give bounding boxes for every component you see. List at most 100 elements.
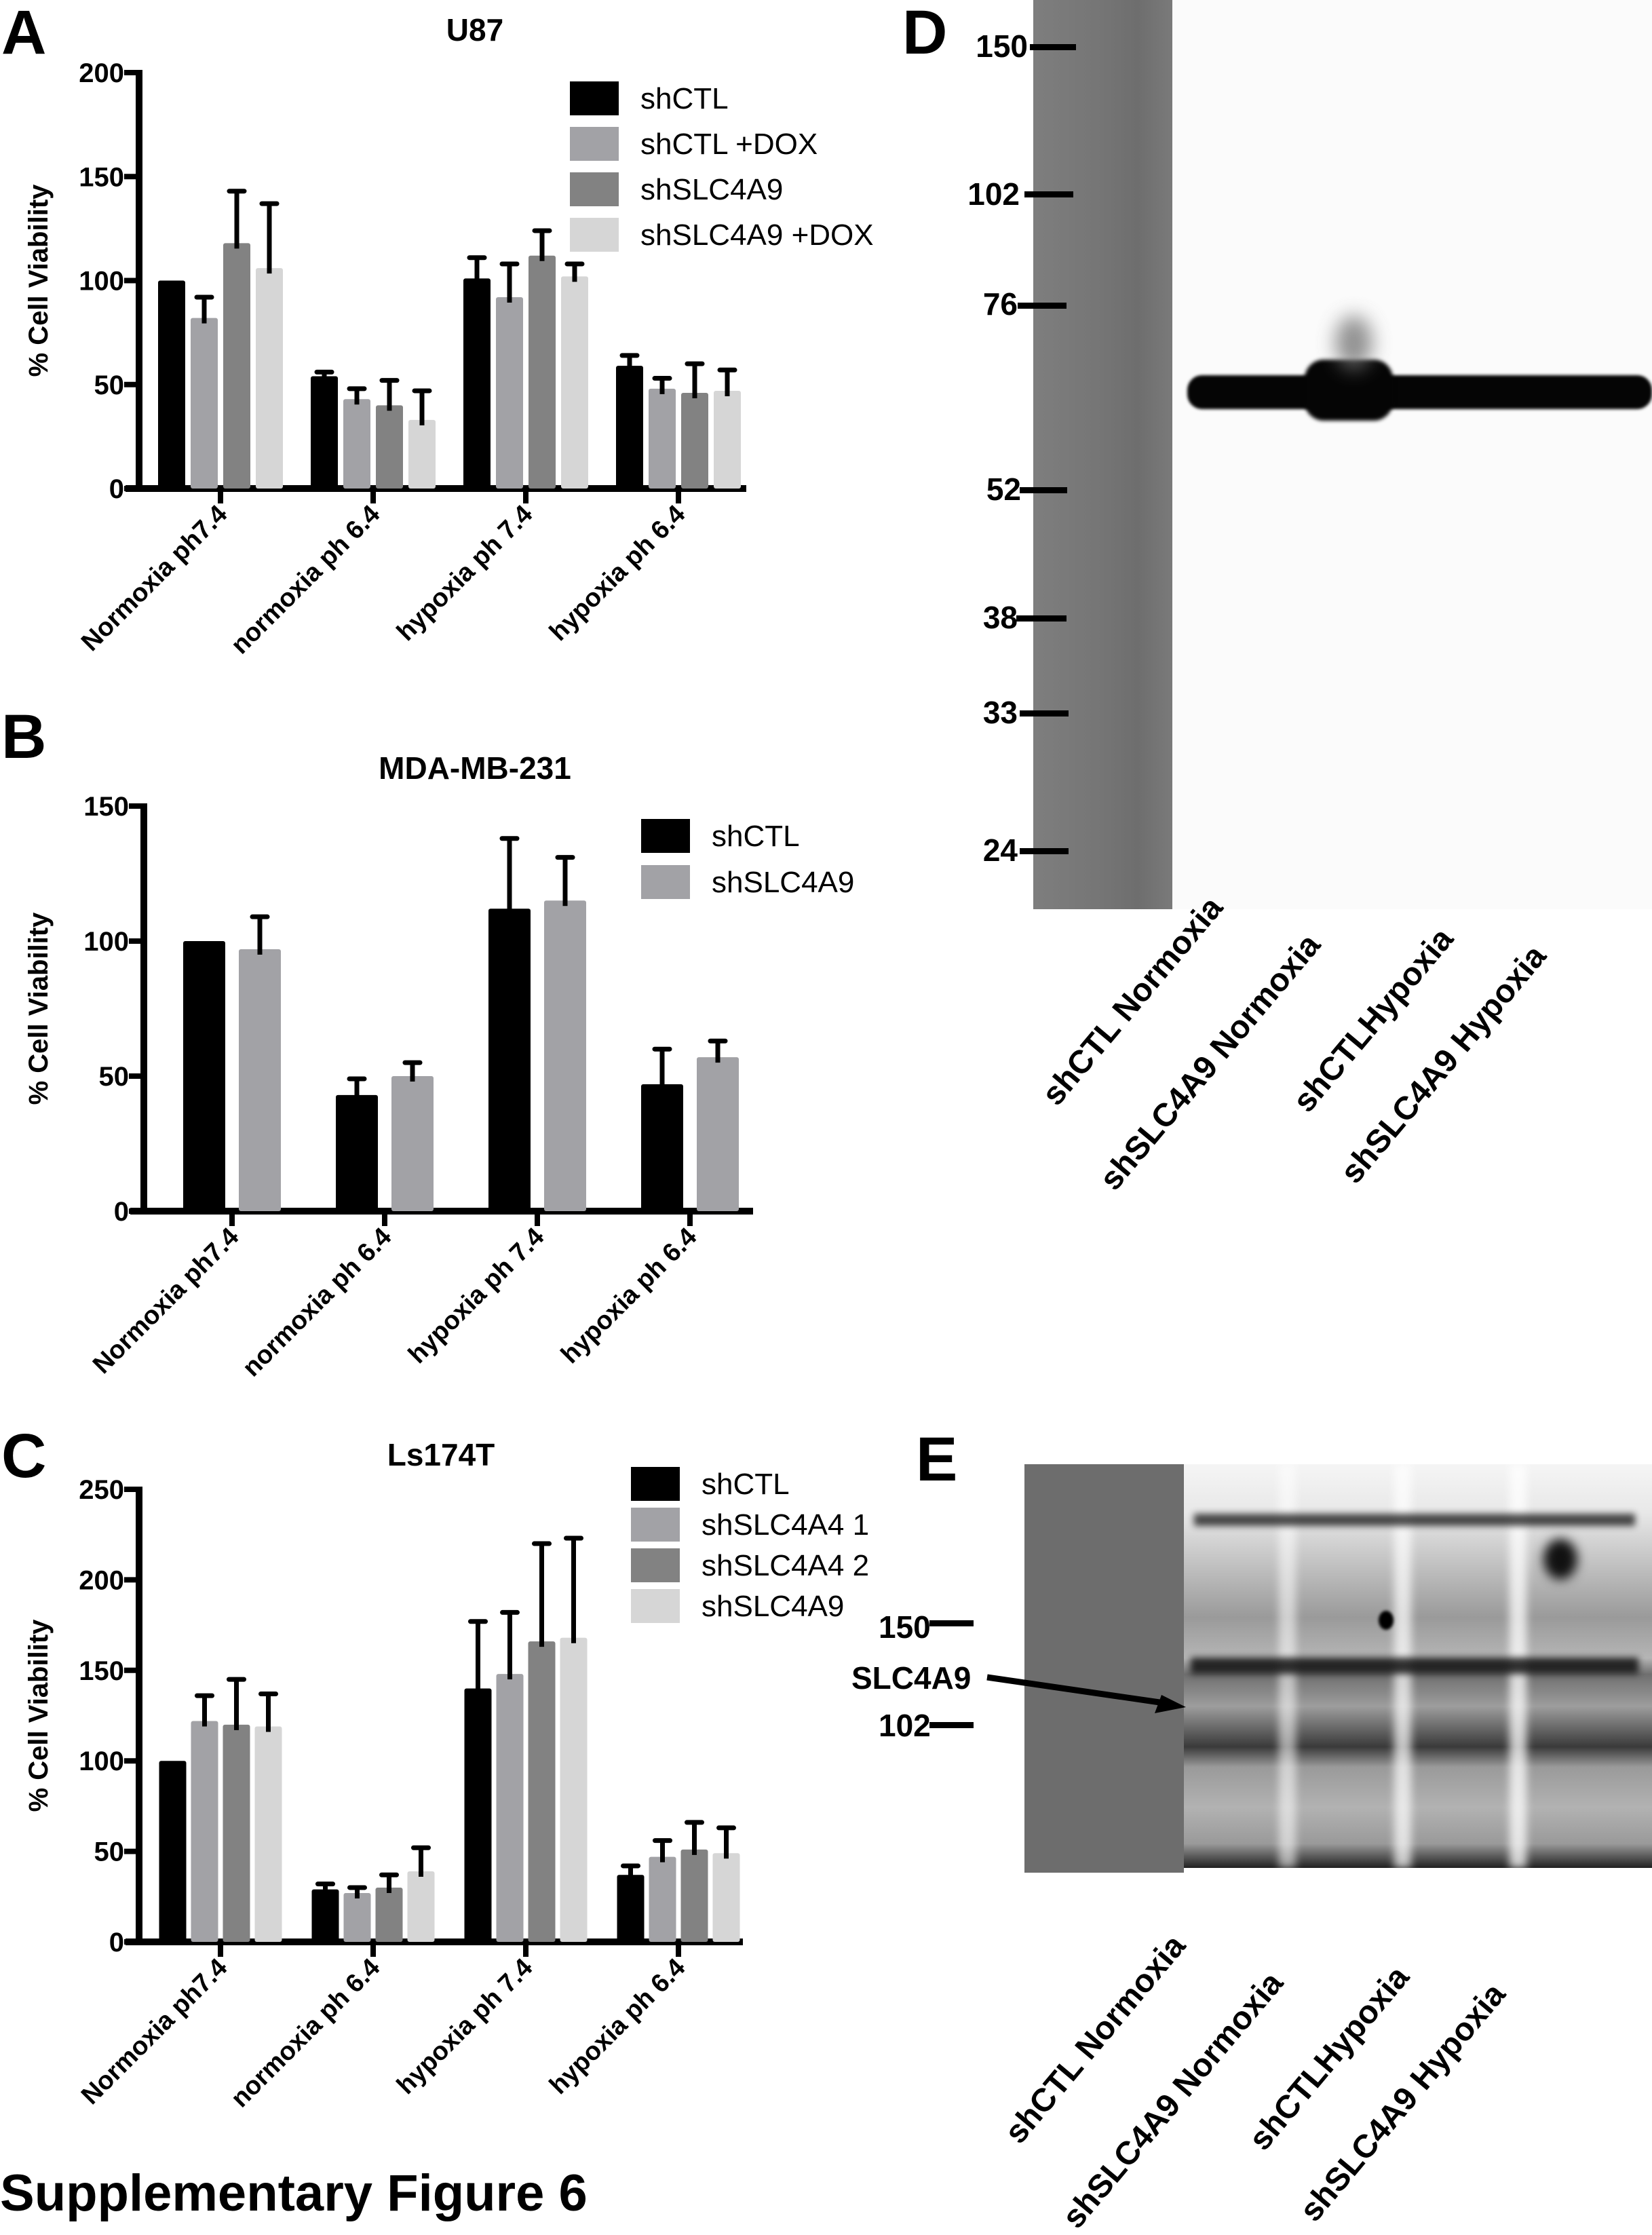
bar bbox=[463, 278, 491, 489]
bar bbox=[311, 376, 338, 489]
mw-label: 150 bbox=[879, 1609, 931, 1645]
y-axis-label: % Cell Viability bbox=[24, 1619, 54, 1812]
bar-inner bbox=[548, 904, 582, 1211]
bar-inner bbox=[195, 1725, 214, 1942]
membrane-d bbox=[1172, 0, 1652, 909]
band-top bbox=[1194, 1514, 1635, 1526]
legend-label: shSLC4A9 bbox=[712, 866, 854, 899]
y-tick-label: 200 bbox=[79, 58, 124, 88]
mw-label: 52 bbox=[986, 472, 1021, 507]
band-mid bbox=[1191, 1658, 1638, 1674]
y-tick-label: 50 bbox=[99, 1062, 130, 1092]
bar-inner bbox=[411, 1875, 431, 1942]
bar bbox=[641, 1084, 683, 1211]
western-blot-e: 150 102 SLC4A9 bbox=[848, 1411, 1652, 2231]
y-tick-label: 100 bbox=[83, 927, 129, 957]
panel-letter-d: D bbox=[902, 0, 948, 67]
blot-spot bbox=[1379, 1611, 1394, 1630]
y-tick-label: 0 bbox=[109, 474, 124, 504]
y-tick-label: 150 bbox=[83, 792, 129, 822]
legend-swatch bbox=[631, 1548, 680, 1582]
legend-label: shCTL bbox=[712, 820, 800, 853]
x-tick-label: hypoxia ph 7.4 bbox=[391, 1953, 538, 2100]
legend-swatch bbox=[641, 819, 690, 853]
chart-u87: U87 % Cell Viability 0 50 100 150 200 Normoxia … bbox=[24, 12, 874, 660]
bar-inner bbox=[653, 1860, 672, 1942]
x-tick-label: hypoxia ph 7.4 bbox=[403, 1223, 550, 1369]
y-tick-label: 150 bbox=[79, 1656, 124, 1686]
mw-tick bbox=[929, 1722, 974, 1728]
y-tick-label: 100 bbox=[79, 267, 124, 297]
bar-inner bbox=[227, 247, 246, 489]
ladder-lane-d bbox=[1033, 0, 1172, 909]
band-smear-d bbox=[1335, 316, 1372, 370]
legend-swatch bbox=[631, 1467, 680, 1501]
mw-label: 102 bbox=[879, 1708, 931, 1743]
mw-tick bbox=[1020, 848, 1069, 854]
y-tick-label: 0 bbox=[109, 1928, 124, 1957]
bar bbox=[488, 909, 531, 1211]
x-tick-label: hypoxia ph 6.4 bbox=[544, 1953, 691, 2100]
arrow-icon bbox=[986, 1674, 1186, 1713]
x-tick-label: hypoxia ph 6.4 bbox=[556, 1223, 702, 1369]
bar bbox=[183, 941, 225, 1211]
x-tick-label: hypoxia ph 6.4 bbox=[544, 500, 691, 647]
legend-swatch bbox=[631, 1508, 680, 1542]
legend-label: shCTL bbox=[640, 82, 729, 115]
y-tick-label: 200 bbox=[79, 1565, 124, 1595]
y-axis-label: % Cell Viability bbox=[24, 912, 54, 1105]
chart-title: MDA-MB-231 bbox=[379, 750, 571, 786]
legend-swatch bbox=[631, 1589, 680, 1623]
panel-letter-c: C bbox=[1, 1421, 47, 1491]
x-tick-label: Normoxia ph7.4 bbox=[76, 1953, 233, 2110]
bar bbox=[159, 1761, 187, 1942]
legend-label: shSLC4A4 2 bbox=[702, 1549, 869, 1582]
x-tick-label: normoxia ph 6.4 bbox=[237, 1223, 398, 1383]
bar-inner bbox=[412, 423, 431, 489]
mw-label: 102 bbox=[967, 176, 1020, 212]
mw-label: 76 bbox=[982, 286, 1018, 322]
bar bbox=[617, 1875, 645, 1942]
bar-inner bbox=[347, 403, 366, 489]
bar-inner bbox=[195, 322, 214, 489]
y-axis-label: % Cell Viability bbox=[24, 184, 54, 377]
legend-swatch bbox=[641, 865, 690, 899]
bar-inner bbox=[685, 1853, 704, 1942]
western-blot-d: 150 102 76 52 38 33 24 bbox=[882, 0, 1652, 1221]
panel-letter-b: B bbox=[1, 702, 47, 771]
mw-label: 33 bbox=[982, 695, 1018, 730]
mw-tick bbox=[1016, 615, 1067, 622]
bar-inner bbox=[380, 409, 399, 489]
bar-inner bbox=[258, 1730, 278, 1942]
legend-swatch bbox=[570, 218, 619, 252]
legend-label: shSLC4A9 bbox=[702, 1590, 844, 1623]
x-tick-label: Normoxia ph7.4 bbox=[76, 500, 233, 657]
chart-title: U87 bbox=[446, 12, 503, 47]
membrane-e bbox=[1184, 1464, 1652, 1868]
bar-inner bbox=[347, 1896, 367, 1942]
bar-inner bbox=[500, 1678, 520, 1942]
bar-inner bbox=[532, 1645, 552, 1942]
y-tick-label: 250 bbox=[79, 1475, 124, 1505]
legend-swatch bbox=[570, 127, 619, 161]
legend-label: shCTL +DOX bbox=[640, 128, 818, 161]
legend-label: shSLC4A9 bbox=[640, 173, 783, 206]
y-tick-label: 50 bbox=[94, 370, 125, 400]
blot-spot bbox=[1543, 1539, 1577, 1580]
bar-inner bbox=[701, 1061, 735, 1211]
panel-letter-e: E bbox=[916, 1425, 958, 1494]
bar-inner bbox=[227, 1728, 246, 1942]
protein-band-d-lane2 bbox=[1305, 360, 1393, 421]
x-tick-label: normoxia ph 6.4 bbox=[226, 500, 386, 660]
y-tick-label: 150 bbox=[79, 162, 124, 192]
legend-label: shSLC4A9 +DOX bbox=[640, 218, 874, 252]
bar-inner bbox=[533, 259, 552, 489]
bar-inner bbox=[653, 392, 672, 489]
mw-label: 150 bbox=[976, 28, 1028, 64]
mw-label: 38 bbox=[982, 600, 1018, 635]
x-tick-label: normoxia ph 6.4 bbox=[226, 1953, 386, 2114]
protein-band-d bbox=[1187, 375, 1652, 409]
bar-inner bbox=[396, 1080, 429, 1211]
chart-mda-mb-231: MDA-MB-231 % Cell Viability 0 50 100 150 Normo… bbox=[24, 750, 854, 1383]
mw-label: 24 bbox=[982, 833, 1018, 868]
